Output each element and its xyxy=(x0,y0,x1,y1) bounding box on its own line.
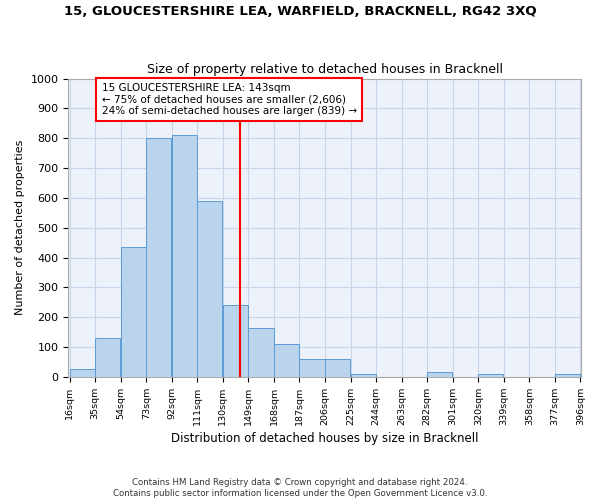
Bar xyxy=(478,374,503,377)
Bar xyxy=(223,305,248,377)
Bar xyxy=(350,374,376,377)
Bar xyxy=(427,372,452,377)
Bar xyxy=(121,247,146,377)
Bar xyxy=(172,135,197,377)
Text: 15, GLOUCESTERSHIRE LEA, WARFIELD, BRACKNELL, RG42 3XQ: 15, GLOUCESTERSHIRE LEA, WARFIELD, BRACK… xyxy=(64,5,536,18)
Text: Contains HM Land Registry data © Crown copyright and database right 2024.
Contai: Contains HM Land Registry data © Crown c… xyxy=(113,478,487,498)
X-axis label: Distribution of detached houses by size in Bracknell: Distribution of detached houses by size … xyxy=(171,432,478,445)
Bar xyxy=(146,138,172,377)
Bar xyxy=(325,359,350,377)
Y-axis label: Number of detached properties: Number of detached properties xyxy=(15,140,25,316)
Bar xyxy=(95,338,121,377)
Bar xyxy=(197,201,223,377)
Bar xyxy=(274,344,299,377)
Bar xyxy=(70,370,95,377)
Bar xyxy=(555,374,580,377)
Bar xyxy=(299,359,325,377)
Title: Size of property relative to detached houses in Bracknell: Size of property relative to detached ho… xyxy=(146,63,503,76)
Text: 15 GLOUCESTERSHIRE LEA: 143sqm
← 75% of detached houses are smaller (2,606)
24% : 15 GLOUCESTERSHIRE LEA: 143sqm ← 75% of … xyxy=(101,83,357,116)
Bar xyxy=(248,328,274,377)
